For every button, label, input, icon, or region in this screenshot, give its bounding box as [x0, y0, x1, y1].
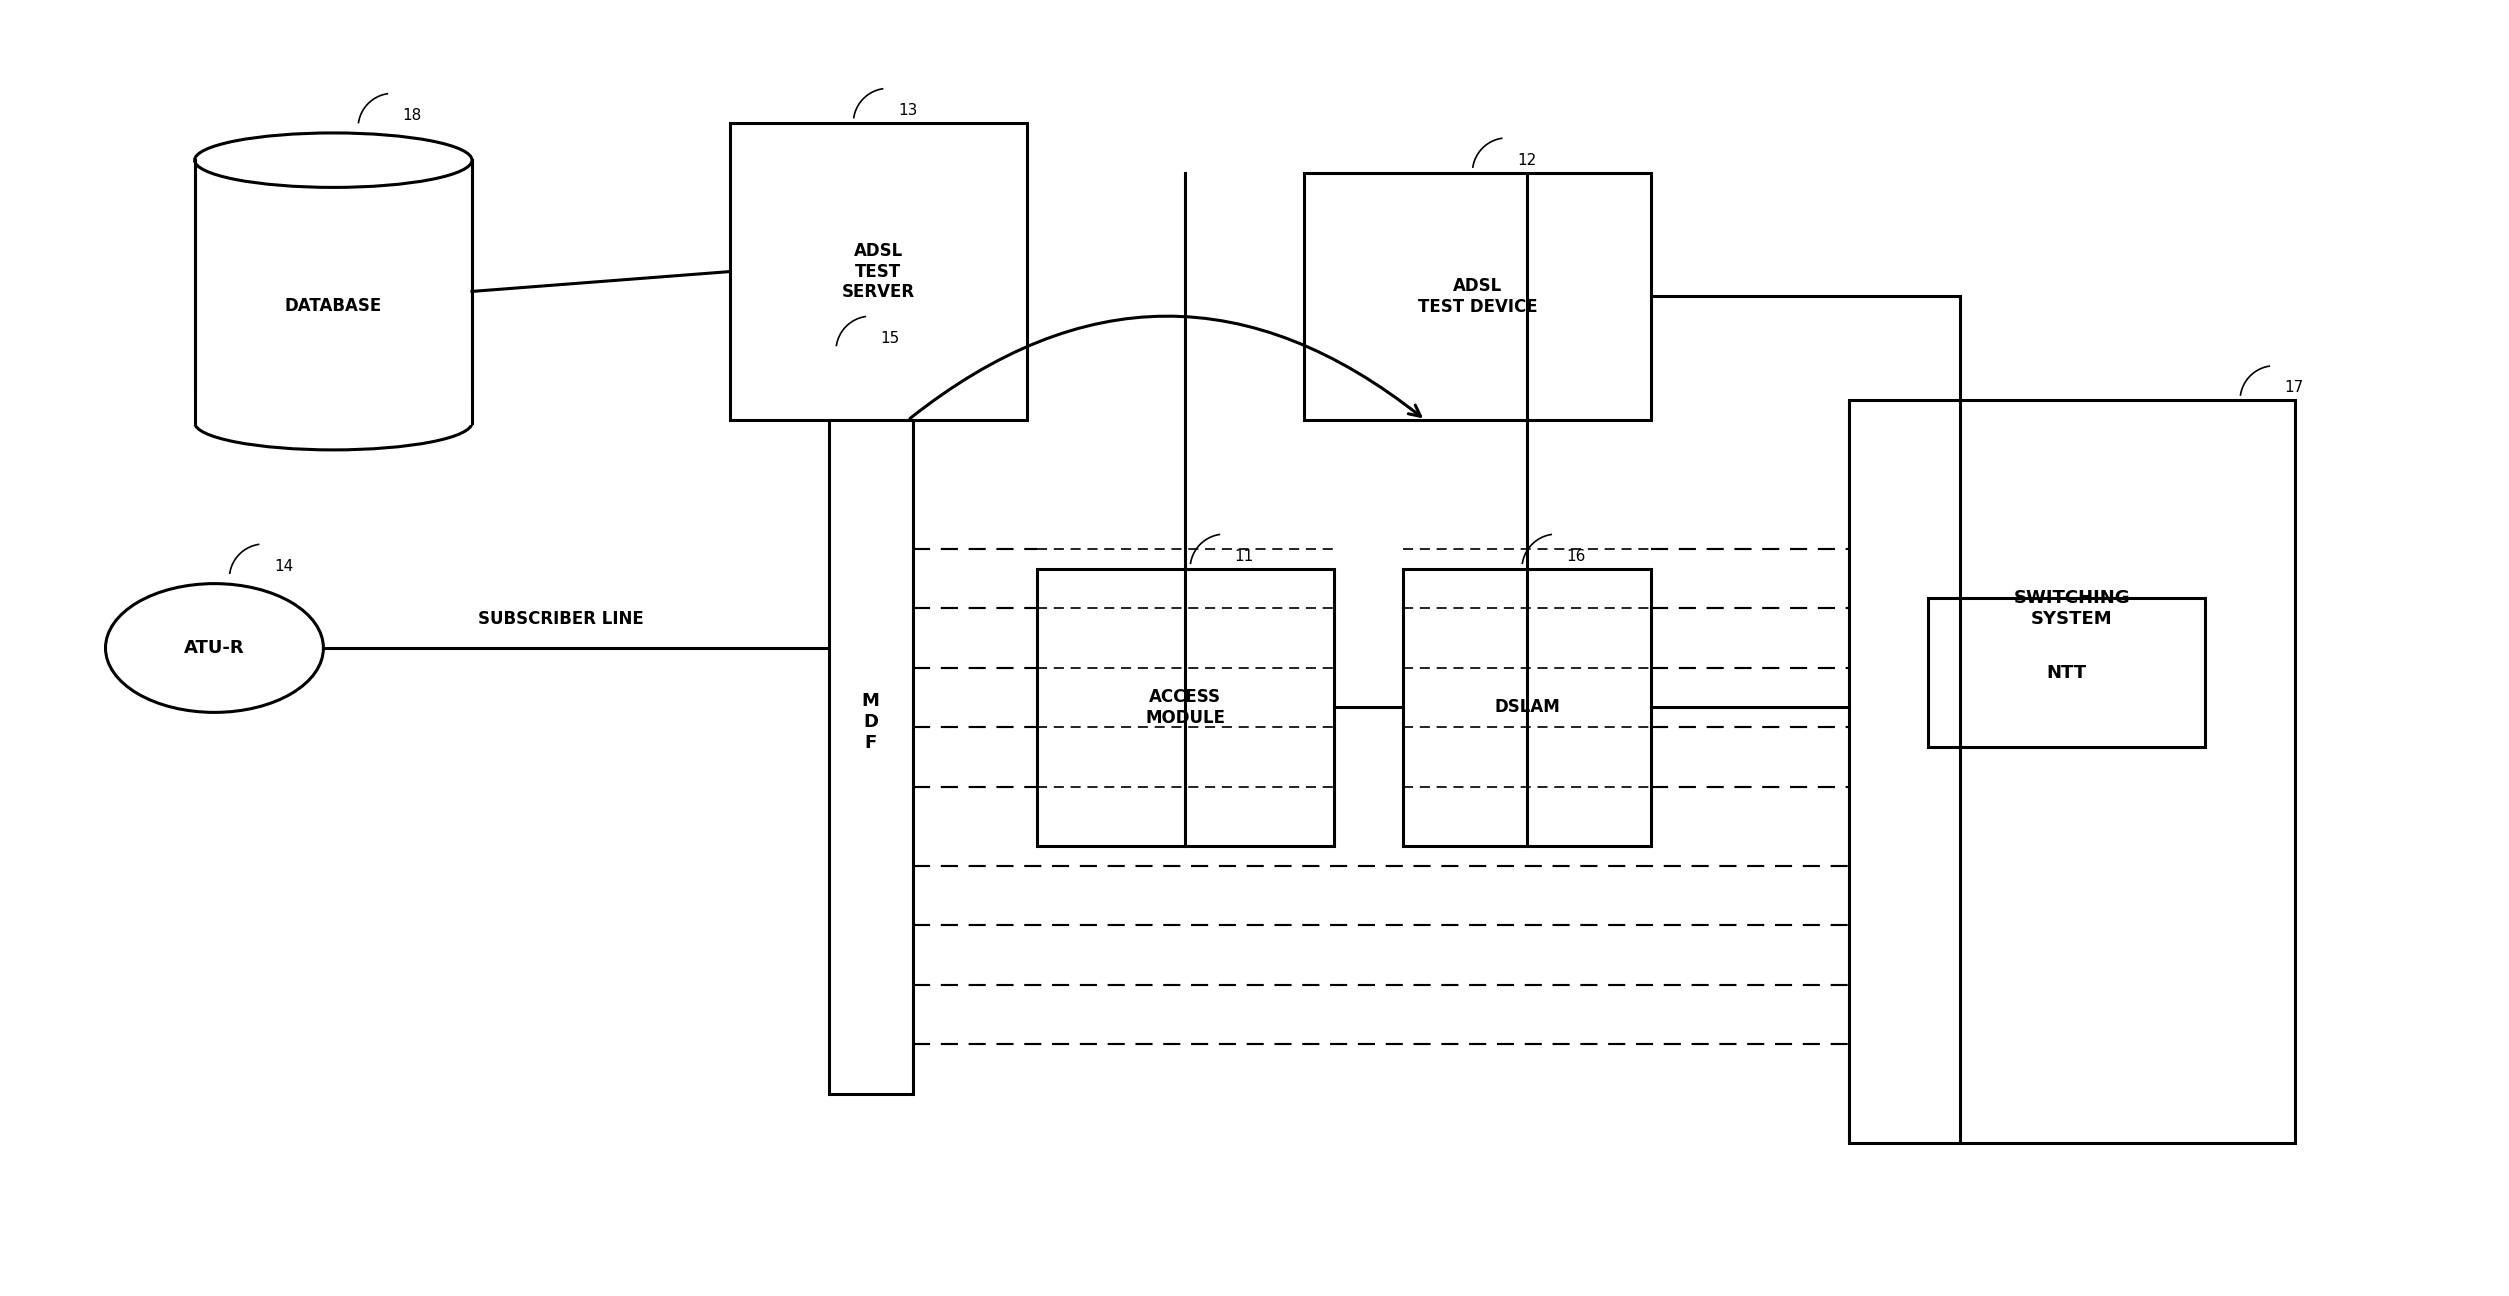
Text: 17: 17	[2286, 381, 2303, 395]
Text: 15: 15	[881, 330, 901, 346]
Bar	[1036, 569, 1335, 846]
Bar	[1305, 172, 1651, 420]
Ellipse shape	[196, 133, 472, 188]
Bar	[730, 123, 1026, 420]
Text: DATABASE: DATABASE	[284, 297, 381, 315]
Text: 16: 16	[1566, 548, 1586, 564]
Text: SWITCHING
SYSTEM: SWITCHING SYSTEM	[2012, 588, 2130, 627]
Ellipse shape	[196, 395, 472, 450]
Text: 14: 14	[273, 559, 294, 574]
Bar	[1403, 569, 1651, 846]
Bar	[1927, 599, 2205, 746]
Text: SUBSCRIBER LINE: SUBSCRIBER LINE	[479, 610, 645, 629]
Text: ACCESS
MODULE: ACCESS MODULE	[1144, 688, 1224, 727]
Text: M
D
F: M D F	[861, 692, 881, 752]
Bar	[1849, 400, 2296, 1143]
Bar	[196, 161, 472, 422]
Text: ADSL
TEST
SERVER: ADSL TEST SERVER	[841, 242, 916, 302]
Text: 18: 18	[401, 108, 422, 123]
Text: 12: 12	[1518, 153, 1536, 167]
Bar	[828, 351, 913, 1094]
Text: DSLAM: DSLAM	[1493, 699, 1561, 717]
Bar	[191, 394, 477, 425]
Text: ATU-R: ATU-R	[183, 639, 246, 657]
Text: 13: 13	[898, 104, 918, 118]
Text: 11: 11	[1234, 548, 1254, 564]
Ellipse shape	[105, 583, 324, 713]
Text: ADSL
TEST DEVICE: ADSL TEST DEVICE	[1418, 277, 1538, 316]
Text: NTT: NTT	[2047, 664, 2087, 682]
